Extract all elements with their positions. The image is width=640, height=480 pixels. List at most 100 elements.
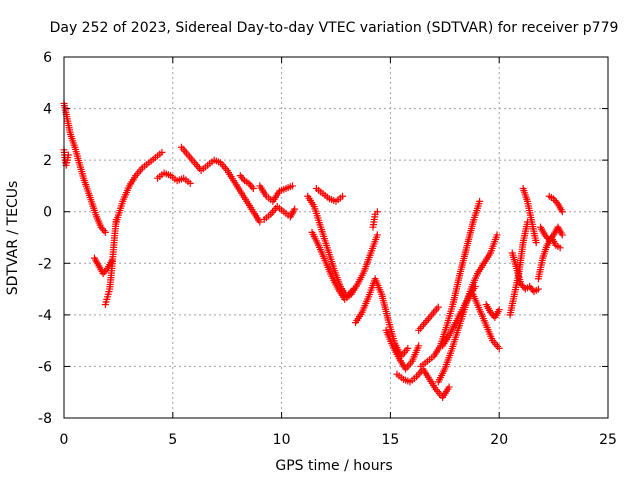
data-point-trail: [359, 295, 372, 314]
data-point-trail: [238, 189, 249, 203]
data-point-trail: [459, 295, 472, 312]
y-tick-label: 4: [43, 102, 52, 118]
data-point: [373, 208, 381, 216]
data-point-trail: [102, 295, 111, 306]
data-point-trail: [316, 243, 328, 262]
y-tick-label: -2: [38, 256, 52, 272]
series-arc-26: [519, 185, 540, 247]
series-arc-15: [369, 208, 381, 231]
data-point-trail: [244, 199, 256, 214]
data-point: [373, 231, 381, 239]
data-point-trail: [513, 267, 524, 286]
data-point-trail: [551, 225, 561, 237]
data-point-trail: [414, 367, 425, 379]
data-point-trail: [442, 349, 455, 371]
data-point-trail: [448, 329, 461, 353]
tick-labels: 0 5 10 15 20 25 -8 -6 -4 -2 0 2 4 6: [38, 50, 617, 448]
data-point-trail: [108, 241, 118, 270]
data-point-trail: [85, 189, 96, 206]
data-point-trail: [420, 367, 432, 381]
data-point-trail: [322, 259, 335, 278]
data-point-trail: [101, 266, 110, 276]
series-arc-8: [236, 172, 257, 193]
data-point-trail: [463, 220, 477, 250]
data-point-trail: [361, 251, 374, 273]
series-arc-1: [60, 99, 109, 236]
series-arc-13: [308, 228, 381, 303]
data-point-trail: [96, 264, 106, 276]
series-arc-4: [101, 215, 120, 309]
data-point-trail: [104, 288, 113, 298]
data-point-trail: [89, 202, 100, 219]
data-point-trail: [383, 329, 396, 348]
data-point-trail: [423, 313, 434, 325]
data-point-trail: [488, 310, 497, 320]
data-point-trail: [147, 155, 157, 165]
y-axis-label: SDTVAR / TECUs: [5, 181, 21, 296]
data-point-trail: [282, 209, 292, 219]
data-point-trail: [67, 133, 78, 149]
data-point: [493, 231, 501, 239]
data-point-trail: [427, 377, 439, 392]
series-arc-25: [508, 249, 542, 296]
data-point-trail: [528, 220, 540, 244]
x-tick-label: 5: [168, 432, 177, 448]
series-arc-7: [178, 143, 264, 226]
data-point: [158, 148, 166, 156]
data-point-trail: [470, 200, 483, 224]
data-point-trail: [539, 243, 550, 260]
x-tick-label: 15: [381, 432, 399, 448]
series-arc-14: [352, 275, 412, 360]
data-point-trail: [369, 213, 379, 229]
series-arc-6: [154, 169, 194, 187]
data-point: [471, 282, 479, 290]
data-point-trail: [192, 161, 203, 173]
data-point-trail: [409, 344, 422, 363]
data-point-trail: [331, 267, 344, 288]
data-point-trail: [72, 145, 83, 165]
data-point-trail: [440, 385, 452, 399]
series-arc-5: [112, 148, 166, 226]
data-point: [415, 342, 423, 350]
series-arc-22: [469, 290, 503, 352]
data-point-trail: [92, 256, 102, 268]
data-point: [534, 285, 542, 293]
series-arc-23: [482, 301, 503, 321]
series-arc-9: [256, 182, 296, 205]
data-point-trail: [434, 388, 445, 399]
data-point: [495, 344, 503, 352]
series-arc-16: [382, 326, 423, 373]
data-point-trail: [450, 272, 464, 304]
data-point-trail: [127, 174, 139, 188]
data-point-trail: [527, 284, 537, 294]
data-point-trail: [524, 200, 535, 224]
data-point-trail: [179, 145, 190, 157]
data-point-trail: [284, 183, 294, 192]
data-point-trail: [518, 282, 528, 291]
data-point-trail: [270, 189, 282, 203]
data-point-trail: [60, 102, 71, 121]
data-point-trail: [475, 261, 487, 276]
y-tick-label: 2: [43, 153, 52, 169]
data-point-trail: [265, 194, 275, 204]
data-point-trail: [402, 376, 412, 385]
data-point-trail: [262, 212, 273, 222]
data-point-trail: [507, 293, 518, 317]
data-point-trail: [483, 302, 493, 314]
data-point-trail: [509, 251, 520, 270]
data-point-trail: [225, 169, 236, 183]
y-tick-label: 0: [43, 205, 52, 221]
data-point-trail: [446, 321, 459, 337]
data-point: [445, 383, 453, 391]
data-point-trail: [305, 194, 317, 208]
data-point-trail: [416, 321, 428, 332]
data-point-trail: [372, 277, 385, 296]
data-point-trail: [440, 334, 452, 348]
data-point-trail: [156, 171, 166, 180]
series-arc-2: [60, 146, 72, 169]
data-point-trail: [378, 292, 392, 322]
x-tick-label: 0: [60, 432, 69, 448]
data-point-trail: [328, 196, 338, 205]
data-point-trail: [218, 161, 230, 173]
data-point-trail: [133, 166, 145, 178]
